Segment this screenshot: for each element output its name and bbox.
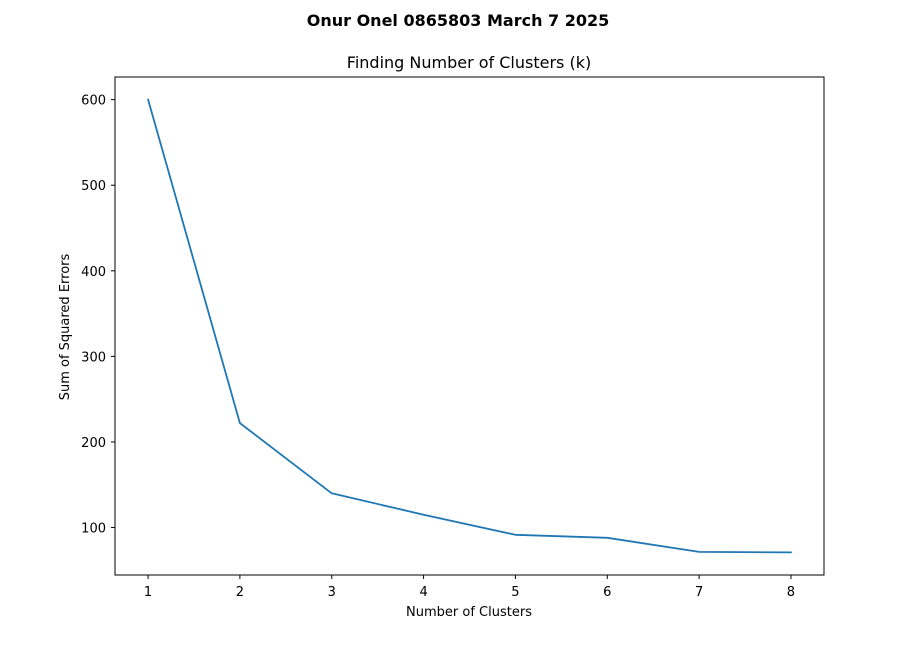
chart-title: Finding Number of Clusters (k): [347, 53, 591, 72]
x-axis-ticks: 1 2 3 4 5 6 7 8: [144, 575, 795, 600]
y-axis-ticks: 100 200 300 400 500 600: [81, 94, 115, 537]
y-tick-label: 200: [81, 436, 106, 451]
plot-frame: [114, 76, 825, 576]
y-tick-label: 400: [81, 265, 106, 280]
x-tick-label: 7: [695, 585, 703, 600]
plot-area: 1 2 3 4 5 6 7 8 100 200 300 400 500 600: [81, 76, 825, 600]
y-tick-label: 600: [81, 94, 106, 109]
x-tick-label: 5: [511, 585, 519, 600]
y-tick-label: 300: [81, 350, 106, 365]
chart-suptitle: Onur Onel 0865803 March 7 2025: [307, 11, 610, 30]
y-axis-label: Sum of Squared Errors: [58, 253, 73, 400]
x-tick-label: 2: [236, 585, 244, 600]
x-tick-label: 6: [603, 585, 611, 600]
x-tick-label: 8: [787, 585, 795, 600]
y-tick-label: 100: [81, 522, 106, 537]
x-tick-label: 3: [328, 585, 336, 600]
series-line: [146, 98, 792, 554]
x-tick-label: 1: [144, 585, 152, 600]
y-tick-label: 500: [81, 179, 106, 194]
x-tick-label: 4: [419, 585, 427, 600]
x-axis-label: Number of Clusters: [406, 605, 532, 620]
